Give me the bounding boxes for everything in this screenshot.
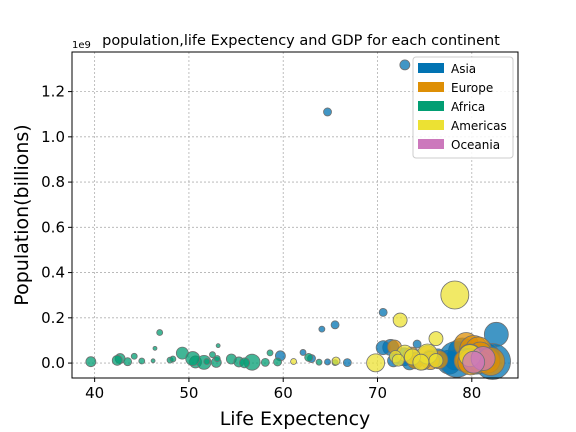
legend-label-asia: Asia — [451, 62, 476, 76]
plot-frame — [71, 51, 519, 379]
data-point-americas — [290, 358, 297, 365]
x-tick-label: 70 — [368, 384, 387, 402]
data-point-africa — [185, 351, 201, 366]
data-point-asia — [324, 358, 331, 366]
legend-label-oceania: Oceania — [451, 138, 500, 152]
data-point-africa — [273, 357, 282, 367]
data-point-africa — [130, 352, 138, 360]
data-point-africa — [213, 355, 221, 362]
data-point-africa — [156, 329, 164, 336]
y-axis-offset-label: 1e9 — [72, 40, 91, 51]
y-tick-label: 0.6 — [41, 218, 65, 236]
x-tick-label: 50 — [179, 384, 198, 402]
legend-swatch-europe — [418, 82, 444, 92]
data-point-asia — [399, 59, 411, 71]
data-point-africa — [169, 355, 177, 363]
x-axis-label: Life Expectency — [220, 408, 371, 430]
data-point-africa — [138, 357, 146, 365]
data-point-africa — [239, 357, 250, 369]
data-point-oceania — [462, 350, 486, 374]
data-point-africa — [315, 358, 323, 366]
data-point-asia — [318, 325, 326, 333]
axis-ticks: 40 50 60 70 80 0.0 0.2 0.4 0.6 0.8 1.0 1.2 — [41, 83, 481, 402]
data-point-africa — [150, 358, 156, 364]
legend: Asia Europe Africa Americas Oceania — [412, 56, 514, 159]
data-point-asia — [323, 107, 332, 117]
data-point-americas — [392, 312, 408, 328]
data-point-americas — [331, 356, 341, 366]
data-point-africa — [111, 354, 123, 366]
data-point-africa — [260, 357, 270, 367]
x-tick-label: 80 — [462, 384, 481, 402]
legend-swatch-americas — [418, 120, 444, 130]
x-tick-label: 40 — [85, 384, 104, 402]
y-tick-label: 0.4 — [41, 264, 65, 282]
legend-label-africa: Africa — [451, 100, 485, 114]
data-point-africa — [203, 358, 211, 365]
data-point-asia — [412, 339, 422, 349]
y-tick-label: 1.2 — [41, 83, 65, 101]
legend-swatch-oceania — [418, 139, 444, 149]
data-point-americas — [412, 353, 430, 371]
data-point-africa — [85, 356, 97, 368]
data-point-americas — [428, 353, 444, 368]
chart-title: population,life Expectency and GDP for e… — [102, 33, 500, 49]
data-point-americas — [366, 353, 386, 373]
y-tick-label: 0.0 — [41, 354, 65, 372]
data-points — [85, 59, 511, 380]
data-point-africa — [215, 343, 221, 349]
data-point-africa — [123, 357, 133, 367]
data-point-americas — [391, 353, 405, 367]
data-point-asia — [299, 349, 307, 356]
data-point-africa — [152, 345, 158, 351]
data-point-americas — [428, 331, 444, 347]
y-tick-label: 0.2 — [41, 309, 65, 327]
y-axis-label: Population(billions) — [11, 124, 33, 305]
x-tick-label: 60 — [274, 384, 293, 402]
y-tick-label: 1.0 — [41, 128, 65, 146]
data-point-asia — [378, 307, 388, 317]
data-point-africa — [266, 349, 274, 357]
y-tick-label: 0.8 — [41, 173, 65, 191]
legend-label-americas: Americas — [451, 119, 507, 133]
data-point-asia — [330, 320, 340, 330]
legend-label-europe: Europe — [451, 81, 493, 95]
data-point-africa — [304, 353, 314, 362]
data-point-americas — [440, 280, 470, 310]
legend-swatch-africa — [418, 101, 444, 111]
legend-swatch-asia — [418, 63, 444, 73]
data-point-africa — [209, 351, 216, 359]
data-point-asia — [342, 358, 352, 368]
